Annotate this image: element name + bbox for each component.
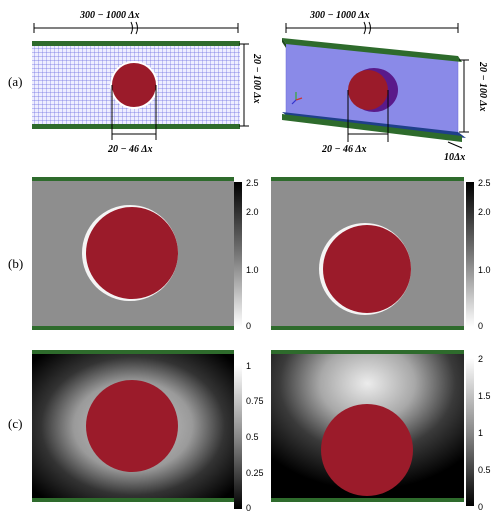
bottom-plate-3d [282,114,462,142]
lattice-2d-svg [32,21,249,140]
colorbar-b-left [234,182,242,327]
particle-3d [348,70,388,110]
diameter-label-2d: 20 − 46 Δx [108,144,153,155]
length-label-2d: 300 − 1000 Δx [80,10,140,21]
cbar-c-right-tick-2: 1 [478,428,484,438]
field-c-left-svg [32,350,234,502]
cbar-c-left-tick-3: 0.25 [246,468,264,478]
break-mark-icon [130,21,138,35]
width-label-3d: 10Δx [444,152,466,163]
cbar-b-left-tick-2: 1.0 [246,265,259,275]
panel-label-b: (b) [8,256,24,271]
field-b-right-svg [271,177,464,330]
colorbar-c-right [466,358,474,506]
break-mark-icon [363,21,371,35]
diameter-label-3d: 20 − 46 Δx [322,144,367,155]
cbar-b-left-tick-0: 2.5 [246,178,259,188]
particle [112,63,156,107]
particle-c-right [321,404,413,496]
channel-3d-svg [282,21,469,149]
field-c-right [271,350,464,502]
cbar-b-right-tick-1: 2.0 [478,207,491,217]
field-b-left-svg [32,177,234,330]
channel-3d-schematic [262,8,498,168]
panel-label-c: (c) [8,416,23,431]
top-plate-3d [282,38,462,62]
lattice-2d-schematic [30,8,292,158]
field-c-right-svg [271,350,464,502]
cbar-c-left-tick-2: 0.5 [246,432,259,442]
particle-b-right [323,225,411,313]
cbar-c-right-tick-1: 1.5 [478,391,491,401]
field-b-right [271,177,464,330]
cbar-c-right-tick-0: 2 [478,354,484,364]
panel-label-a: (a) [8,74,23,89]
bottom-plate [32,124,240,129]
particle-b-left [86,207,178,299]
height-label-3d: 20 − 100 Δx [477,62,488,112]
cbar-b-left-tick-1: 2.0 [246,207,259,217]
cbar-c-left-tick-4: 0 [246,503,252,513]
cbar-c-right-tick-4: 0 [478,502,484,512]
cbar-b-right-tick-2: 1.0 [478,265,491,275]
cbar-c-left-tick-0: 1 [246,361,252,371]
colorbar-b-right [466,182,474,327]
field-b-left [32,177,234,330]
top-plate [32,41,240,46]
cbar-c-right-tick-3: 0.5 [478,465,491,475]
cbar-b-right-tick-3: 0 [478,321,484,331]
height-label-2d: 20 − 100 Δx [251,54,262,104]
field-c-left [32,350,234,502]
cbar-b-left-tick-3: 0 [246,321,252,331]
cbar-c-left-tick-1: 0.75 [246,396,264,406]
cbar-b-right-tick-0: 2.5 [478,178,491,188]
particle-c-left [86,380,178,472]
length-label-3d: 300 − 1000 Δx [310,10,370,21]
colorbar-c-left [234,365,242,509]
